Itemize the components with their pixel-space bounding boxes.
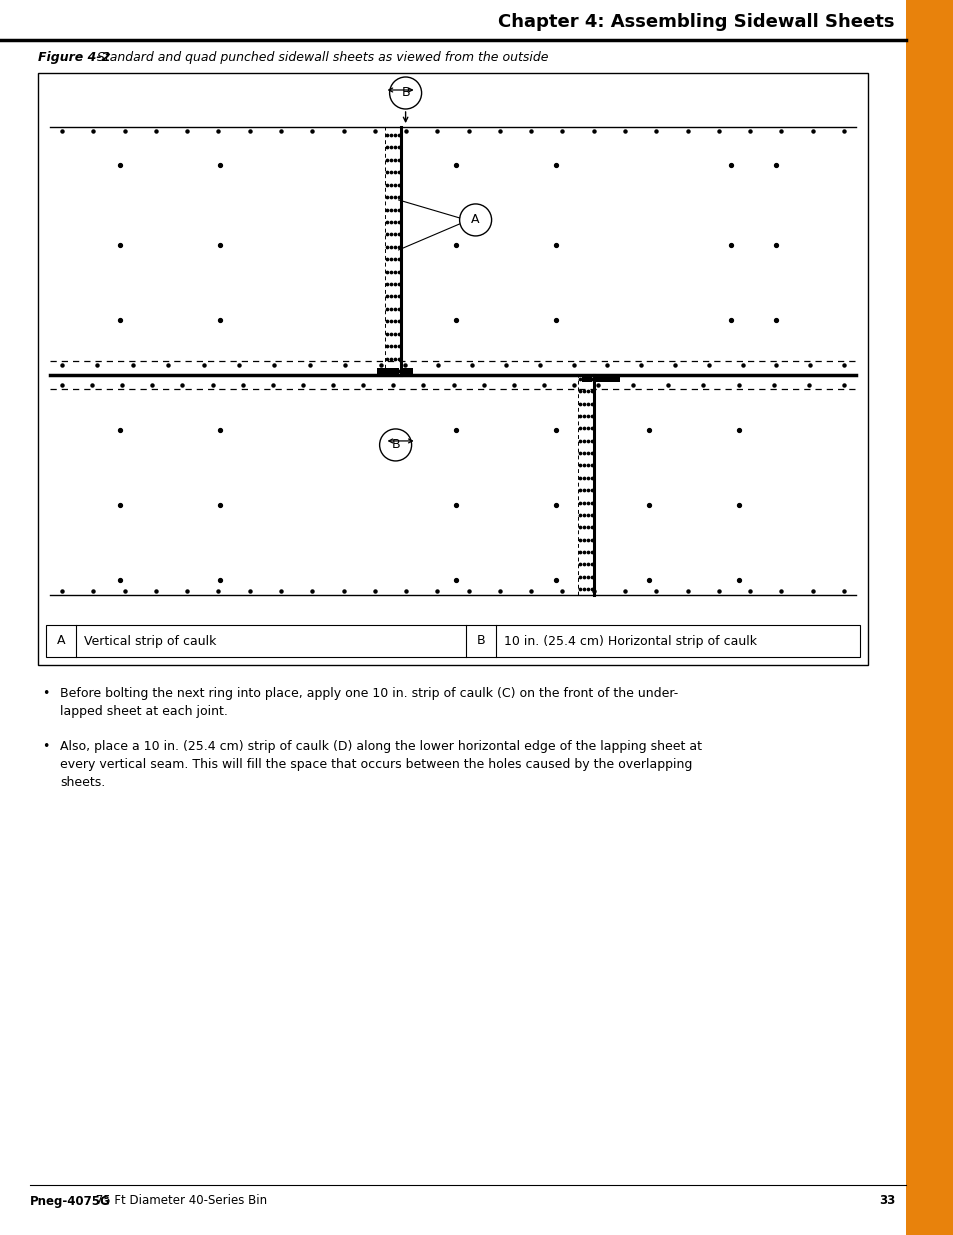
Text: B: B: [391, 438, 399, 452]
Text: every vertical seam. This will fill the space that occurs between the holes caus: every vertical seam. This will fill the …: [60, 758, 692, 771]
Bar: [596, 375, 619, 382]
Bar: [402, 368, 413, 375]
Text: Also, place a 10 in. (25.4 cm) strip of caulk (D) along the lower horizontal edg: Also, place a 10 in. (25.4 cm) strip of …: [60, 740, 701, 753]
Text: sheets.: sheets.: [60, 776, 105, 789]
Text: B: B: [476, 635, 485, 647]
Text: 75 Ft Diameter 40-Series Bin: 75 Ft Diameter 40-Series Bin: [91, 1194, 267, 1208]
Text: 33: 33: [878, 1194, 894, 1208]
Bar: [376, 368, 398, 375]
Text: Standard and quad punched sidewall sheets as viewed from the outside: Standard and quad punched sidewall sheet…: [92, 51, 548, 63]
Bar: [46, 625, 859, 657]
Text: Pneg-4075G: Pneg-4075G: [30, 1194, 111, 1208]
Text: A: A: [56, 635, 65, 647]
Text: 10 in. (25.4 cm) Horizontal strip of caulk: 10 in. (25.4 cm) Horizontal strip of cau…: [503, 635, 757, 647]
Bar: [581, 375, 592, 382]
Text: Vertical strip of caulk: Vertical strip of caulk: [84, 635, 216, 647]
Text: •: •: [42, 740, 50, 753]
Text: Before bolting the next ring into place, apply one 10 in. strip of caulk (C) on : Before bolting the next ring into place,…: [60, 687, 678, 700]
Text: Chapter 4: Assembling Sidewall Sheets: Chapter 4: Assembling Sidewall Sheets: [498, 14, 894, 31]
Bar: [38, 73, 867, 664]
Text: A: A: [471, 214, 479, 226]
Text: lapped sheet at each joint.: lapped sheet at each joint.: [60, 705, 228, 718]
Bar: [905, 0, 953, 1235]
Text: Figure 4-2: Figure 4-2: [38, 51, 111, 63]
Text: •: •: [42, 687, 50, 700]
Text: B: B: [401, 86, 410, 100]
